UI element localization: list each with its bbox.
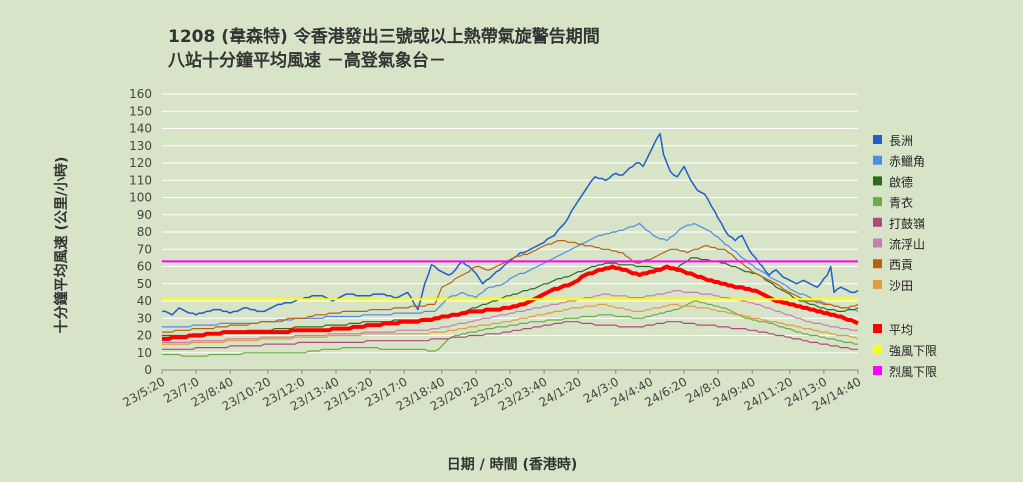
legend-label: 赤鱲角 [889, 155, 925, 169]
legend-swatch [873, 324, 882, 333]
series-line [162, 303, 859, 345]
legend-swatch [873, 366, 882, 375]
series-line [162, 290, 858, 343]
y-tick-label: 10 [137, 346, 152, 360]
legend-label: 啟德 [889, 174, 913, 189]
y-tick-label: 40 [137, 294, 152, 308]
legend-label: 沙田 [889, 279, 913, 293]
legend-label: 打鼓嶺 [889, 217, 925, 231]
legend-label: 強風下限 [889, 344, 937, 358]
series-line [162, 321, 858, 350]
y-tick-label: 50 [137, 277, 152, 291]
legend-swatch [873, 155, 882, 165]
legend-swatch [873, 135, 882, 144]
y-tick-label: 90 [137, 208, 152, 222]
y-tick-label: 100 [129, 191, 152, 205]
legend-swatch [873, 238, 882, 248]
legend-label: 青衣 [889, 195, 913, 210]
y-tick-label: 70 [137, 242, 152, 256]
legend-swatch [873, 345, 882, 354]
chart-title-line2: 八站十分鐘平均風速 －高登氣象台－ [168, 50, 446, 71]
legend-label: 西貢 [889, 258, 913, 272]
chart-title-line1: 1208 (韋森特) 令香港發出三號或以上熱帶氣旋警告期間 [168, 26, 600, 47]
legend-label: 平均 [889, 323, 913, 337]
y-axis-label: 十分鐘平均風速 (公里/小時) [53, 157, 70, 334]
legend-label: 流浮山 [889, 238, 925, 252]
legend-swatch [873, 197, 882, 207]
legend-swatch [873, 279, 882, 289]
y-tick-label: 150 [129, 104, 152, 118]
legend-swatch [873, 259, 882, 269]
y-tick-label: 160 [129, 87, 152, 101]
series-line [162, 257, 859, 337]
y-tick-label: 140 [129, 122, 152, 136]
y-tick-label: 110 [129, 173, 152, 187]
y-tick-label: 130 [129, 139, 152, 153]
legend-label: 長洲 [889, 134, 913, 148]
legend-swatch [873, 176, 882, 186]
legend-label: 烈風下限 [889, 365, 937, 379]
series-line [162, 264, 859, 341]
series-line [162, 300, 858, 357]
legend-swatch [873, 217, 882, 227]
series-line [162, 222, 859, 328]
series-line [162, 240, 859, 333]
y-tick-label: 80 [137, 225, 152, 239]
x-axis-label: 日期 / 時間 (香港時) [447, 456, 578, 473]
y-tick-label: 30 [137, 311, 152, 325]
y-tick-label: 20 [137, 329, 152, 343]
y-tick-label: 0 [144, 363, 152, 377]
y-tick-label: 120 [129, 156, 152, 170]
y-tick-label: 60 [137, 260, 152, 274]
